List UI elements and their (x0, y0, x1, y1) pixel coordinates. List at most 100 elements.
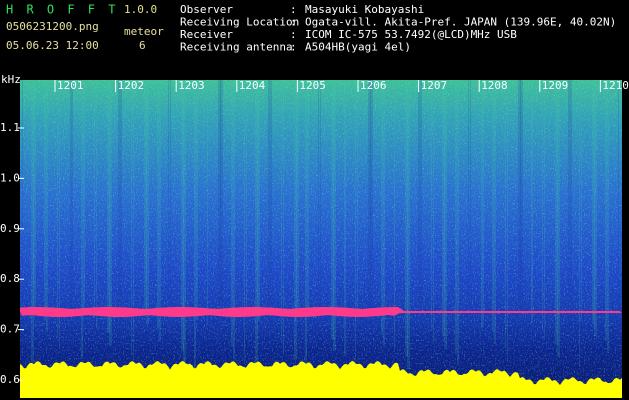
streak (333, 80, 336, 351)
time-label: 1208 (481, 79, 508, 92)
streak (433, 80, 434, 343)
streak (320, 80, 321, 334)
streak (594, 80, 597, 336)
streak (31, 80, 34, 363)
streak (233, 80, 235, 359)
freq-label: 0.6 (0, 373, 20, 386)
time-label: 1204 (239, 79, 266, 92)
streak (370, 80, 373, 330)
streak (120, 80, 122, 350)
streak (431, 80, 432, 331)
info-label: Receiving Location (180, 16, 299, 29)
streak (494, 80, 496, 344)
streak (22, 80, 23, 310)
info-value: ICOM IC-575 53.7492(@LCD)MHz USB (305, 28, 517, 41)
streak (59, 80, 60, 349)
streak (418, 80, 420, 314)
streak (207, 80, 208, 325)
streak (231, 80, 233, 347)
streak (381, 80, 383, 335)
datetime: 05.06.23 12:00 (6, 39, 99, 52)
streak (442, 80, 445, 336)
streak (481, 80, 484, 327)
streak (407, 80, 410, 369)
streak (568, 80, 570, 362)
info-value: Ogata-vill. Akita-Pref. JAPAN (139.96E, … (305, 16, 616, 29)
streak (46, 80, 48, 332)
streak (144, 80, 147, 312)
streak (131, 80, 132, 355)
streak (246, 80, 247, 316)
streak (255, 80, 258, 369)
streak (268, 80, 270, 326)
streak (592, 80, 595, 324)
streak (94, 80, 95, 316)
streak (444, 80, 447, 348)
streak (70, 80, 73, 354)
version: 1.0.0 (124, 3, 157, 16)
noise-floor (20, 361, 622, 398)
streak (244, 80, 245, 364)
streak (331, 80, 334, 339)
streak (531, 80, 533, 323)
streak (109, 80, 112, 345)
streak (357, 80, 358, 313)
streak (468, 80, 469, 310)
streak (83, 80, 85, 311)
time-label: 1210 (602, 79, 629, 92)
streak (133, 80, 134, 367)
info-value: A504HB(yagi 4el) (305, 41, 411, 54)
streak (33, 80, 36, 315)
info-label: Receiver (180, 28, 233, 41)
meteor-count: 6 (139, 39, 146, 52)
info-separator: : (290, 16, 297, 29)
streak (405, 80, 408, 357)
freq-label: 0.7 (0, 323, 20, 336)
streak (157, 80, 159, 329)
freq-label: 1.0 (0, 171, 20, 184)
streak (607, 80, 609, 353)
time-label: 1206 (360, 79, 387, 92)
streak (168, 80, 169, 334)
streak (159, 80, 161, 341)
streak (96, 80, 97, 328)
streak (220, 80, 223, 342)
streak (557, 80, 560, 357)
streak (555, 80, 558, 345)
info-value: Masayuki Kobayashi (305, 3, 424, 16)
time-label: 1202 (118, 79, 145, 92)
streak (470, 80, 471, 322)
streak (307, 80, 309, 317)
streak (318, 80, 319, 322)
streak (57, 80, 58, 337)
streak (183, 80, 186, 363)
streak (355, 80, 356, 361)
streak (383, 80, 385, 347)
streak (196, 80, 198, 320)
streak (579, 80, 580, 367)
streak (44, 80, 46, 320)
streak (581, 80, 582, 319)
info-separator: : (290, 41, 297, 54)
streak (518, 80, 521, 366)
time-label: 1207 (421, 79, 448, 92)
streak (194, 80, 196, 368)
streak (81, 80, 83, 359)
meteor-label: meteor (124, 25, 164, 38)
freq-label: 0.9 (0, 222, 20, 235)
streak (420, 80, 422, 326)
streak (544, 80, 545, 340)
streak (118, 80, 120, 338)
streak (507, 80, 508, 361)
streak (270, 80, 272, 338)
info-separator: : (290, 28, 297, 41)
streak (107, 80, 110, 333)
streak (394, 80, 395, 352)
time-label: 1201 (57, 79, 84, 92)
streak (305, 80, 307, 365)
streak (520, 80, 523, 318)
streak (570, 80, 572, 314)
streak (218, 80, 221, 330)
streak (181, 80, 184, 351)
